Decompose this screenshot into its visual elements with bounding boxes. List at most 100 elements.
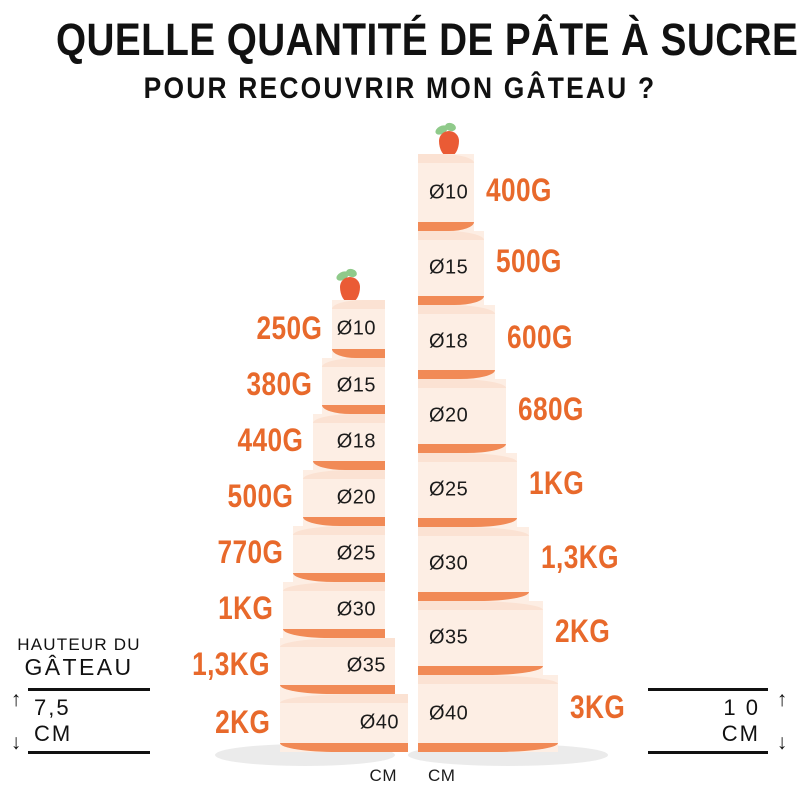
legend-left-rule-bottom xyxy=(28,751,150,754)
tier-band xyxy=(283,629,385,638)
left-tier-2-weight: 380G xyxy=(246,366,312,402)
right-tier-4-diameter: Ø20 xyxy=(429,404,469,427)
tier-band xyxy=(280,743,408,752)
right-tier-5-diameter: Ø25 xyxy=(429,478,469,501)
tier-lip xyxy=(280,694,408,703)
title-line-1: QUELLE QUANTITÉ DE PÂTE À SUCRE xyxy=(56,14,799,65)
tier-lip xyxy=(313,414,385,423)
left-tier-3: Ø18 440G xyxy=(237,414,385,470)
legend-left-unit: CM xyxy=(34,721,73,746)
right-tier-6-weight: 1,3KG xyxy=(541,539,619,575)
tier-band xyxy=(418,666,543,675)
legend-left-arrows: ↑ ↓ xyxy=(6,688,26,754)
tier-lip xyxy=(418,231,484,240)
right-tier-4-weight: 680G xyxy=(518,391,584,427)
tier-lip xyxy=(293,526,385,535)
left-tier-2-diameter: Ø15 xyxy=(336,374,376,397)
legend-left-title: HAUTEUR DU GÂTEAU xyxy=(4,633,154,679)
tier-band xyxy=(418,518,517,527)
tier-band xyxy=(418,296,484,305)
tier-band xyxy=(418,592,529,601)
tier-lip xyxy=(418,601,543,610)
left-tier-6: Ø30 1KG xyxy=(218,582,385,638)
left-tier-4: Ø20 500G xyxy=(227,470,385,526)
left-tier-8-diameter: Ø40 xyxy=(359,711,399,734)
legend-right-value-block: 1 0 CM xyxy=(722,695,760,747)
arrow-up-icon: ↑ xyxy=(776,688,788,711)
right-tier-3-diameter: Ø18 xyxy=(429,330,469,353)
right-tier-1-diameter: Ø10 xyxy=(429,181,469,203)
left-tier-6-diameter: Ø30 xyxy=(336,598,376,621)
left-tier-7: Ø35 1,3KG xyxy=(192,638,395,694)
left-tier-1: Ø10 250G xyxy=(256,300,385,358)
legend-right-arrows: ↑ ↓ xyxy=(772,688,792,753)
legend-right-unit: CM xyxy=(721,721,760,746)
left-tier-3-diameter: Ø18 xyxy=(336,430,376,453)
tier-lip xyxy=(418,154,474,163)
tier-band xyxy=(313,461,385,470)
legend-left-value-block: 7,5 CM xyxy=(34,695,72,747)
right-tier-7: Ø35 2KG xyxy=(418,601,610,675)
carrot-icon xyxy=(433,121,462,157)
right-tier-1: Ø10 400G xyxy=(418,154,551,231)
carrot-body xyxy=(340,277,360,303)
right-tier-1-weight: 400G xyxy=(486,172,552,208)
left-tier-5: Ø25 770G xyxy=(217,526,385,582)
left-tier-5-weight: 770G xyxy=(217,534,283,570)
tier-lip xyxy=(418,527,529,536)
tier-band xyxy=(293,573,385,582)
tier-band xyxy=(280,685,395,694)
right-cake: Ø10 400G Ø15 500G Ø18 600G Ø20 680G Ø25 … xyxy=(418,121,625,752)
left-tier-8-weight: 2KG xyxy=(214,704,270,740)
legend-left-rule-top xyxy=(28,688,150,691)
carrot-icon xyxy=(334,267,363,303)
left-tier-4-weight: 500G xyxy=(227,478,293,514)
tier-lip xyxy=(283,582,385,591)
left-tier-2: Ø15 380G xyxy=(246,358,385,414)
tier-band xyxy=(303,517,385,526)
tier-lip xyxy=(418,379,506,388)
tier-band xyxy=(332,349,385,358)
right-tier-7-diameter: Ø35 xyxy=(429,626,469,649)
legend-right-rule-top xyxy=(648,688,768,691)
tier-lip xyxy=(418,305,495,314)
left-tier-4-diameter: Ø20 xyxy=(336,486,376,509)
left-tier-3-weight: 440G xyxy=(237,422,303,458)
legend-left: HAUTEUR DU GÂTEAU ↑ ↓ 7,5 CM xyxy=(4,633,154,754)
right-tier-3: Ø18 600G xyxy=(418,305,572,379)
left-tier-7-weight: 1,3KG xyxy=(192,646,270,682)
legend-left-value: 7,5 xyxy=(34,695,71,720)
title-line-2: POUR RECOUVRIR MON GÂTEAU ? xyxy=(143,72,657,105)
tier-lip xyxy=(332,300,385,309)
right-tier-5: Ø25 1KG xyxy=(418,453,584,527)
page-title: QUELLE QUANTITÉ DE PÂTE À SUCRE POUR REC… xyxy=(0,14,800,108)
right-tier-3-weight: 600G xyxy=(507,319,573,355)
right-tier-8: Ø40 3KG xyxy=(418,675,625,752)
right-tier-7-weight: 2KG xyxy=(555,613,611,649)
legend-left-measure: ↑ ↓ 7,5 CM xyxy=(4,688,154,754)
tier-band xyxy=(418,370,495,379)
tier-lip xyxy=(322,358,385,367)
tier-lip xyxy=(280,638,395,647)
left-tier-7-diameter: Ø35 xyxy=(346,654,386,677)
right-tier-5-weight: 1KG xyxy=(529,465,585,501)
right-tier-4: Ø20 680G xyxy=(418,379,583,453)
tier-lip xyxy=(418,675,558,684)
legend-right-value: 1 0 xyxy=(723,695,760,720)
right-cake-axis-label: CM xyxy=(428,766,456,785)
arrow-down-icon: ↓ xyxy=(10,731,22,754)
right-tier-2-weight: 500G xyxy=(496,243,562,279)
left-tier-8: Ø40 2KG xyxy=(215,694,408,752)
right-tier-6-diameter: Ø30 xyxy=(429,552,469,575)
right-tier-6: Ø30 1,3KG xyxy=(418,527,618,601)
legend-right-measure: ↑ ↓ 1 0 CM xyxy=(644,688,794,754)
tier-band xyxy=(418,222,474,231)
arrow-up-icon: ↑ xyxy=(10,688,22,711)
left-tier-1-weight: 250G xyxy=(256,310,322,346)
legend-right: ↑ ↓ 1 0 CM xyxy=(644,679,794,754)
right-tier-8-weight: 3KG xyxy=(570,689,626,725)
tier-lip xyxy=(418,453,517,462)
tier-band xyxy=(418,743,558,752)
tier-band xyxy=(418,444,506,453)
carrot-body xyxy=(439,131,459,157)
